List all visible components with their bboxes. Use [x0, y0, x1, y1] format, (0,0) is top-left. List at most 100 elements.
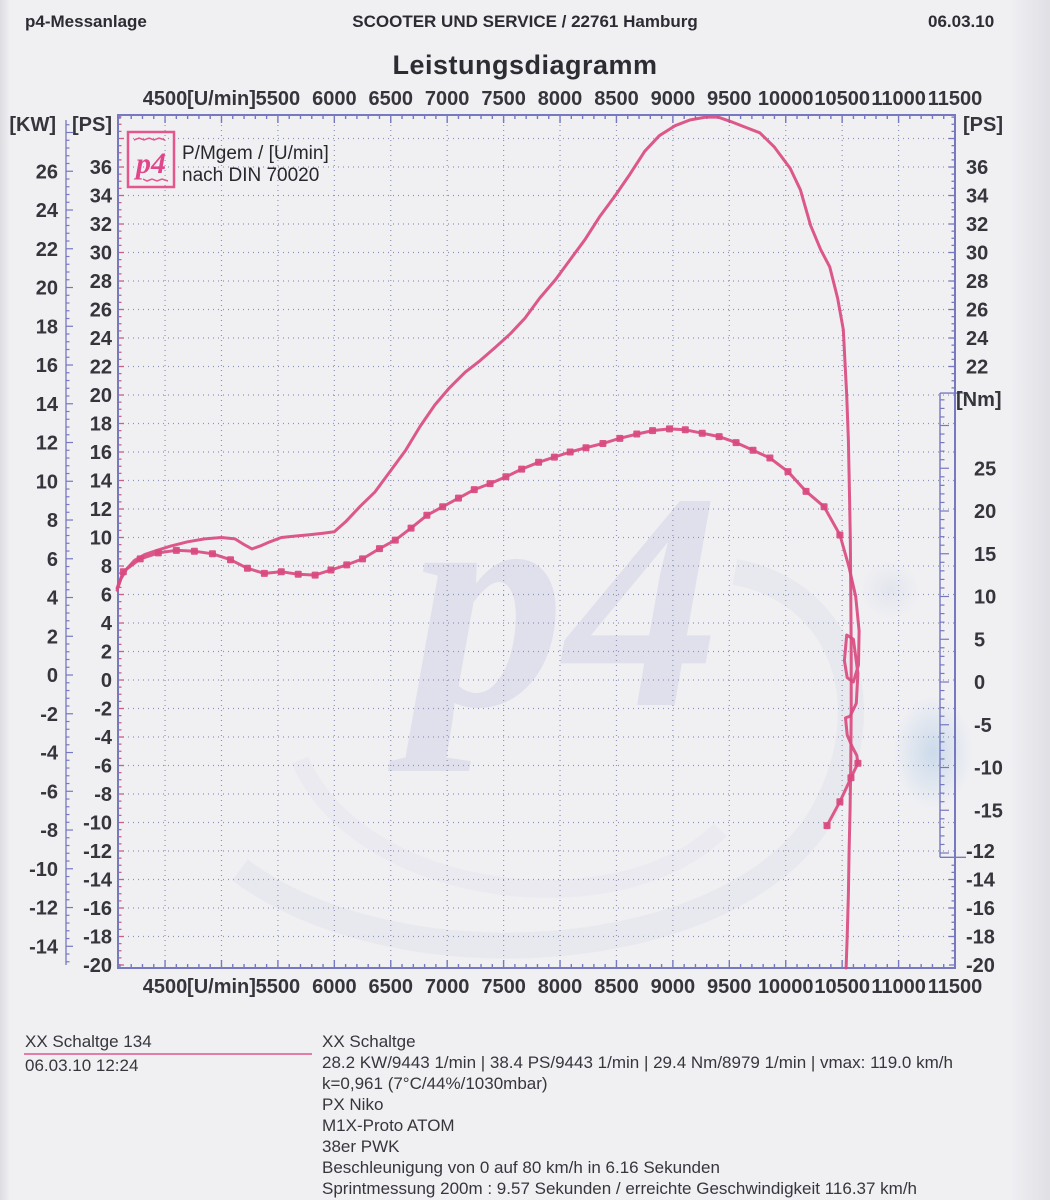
torque_nm-marker [766, 454, 774, 462]
nm-tick-label: 10 [974, 587, 996, 609]
kw-tick-label: 6 [47, 549, 58, 571]
ps-left-tick-label: -16 [83, 898, 112, 920]
legend-line-1: P/Mgem / [U/min] [182, 143, 329, 164]
x-tick-label-top: 7500 [481, 88, 526, 110]
x-tick-label-top: 8000 [538, 88, 583, 110]
ps-left-tick-label: 8 [101, 556, 112, 578]
kw-tick-label: 14 [36, 394, 59, 416]
ps-right-tick-label: -12 [966, 841, 995, 863]
kw-tick-label: 2 [47, 626, 58, 648]
nm-tick-label: 20 [974, 501, 996, 523]
torque_nm-marker [260, 569, 268, 577]
x-tick-label-top: [U/min] [187, 88, 256, 110]
torque_nm-marker [535, 458, 543, 466]
ps-right-tick-label: -18 [966, 927, 995, 949]
left-kw-unit: [KW] [9, 114, 56, 136]
torque_nm-marker [802, 487, 810, 495]
torque_nm-marker [119, 568, 127, 576]
scan-edge-right [1010, 0, 1050, 1200]
logo-squiggle-bottom [142, 178, 169, 182]
torque_nm-marker [582, 444, 590, 452]
x-tick-label-bottom: 4500 [143, 976, 188, 998]
ps-left-tick-label: 34 [90, 186, 113, 208]
torque_nm-marker [820, 503, 828, 511]
kw-tick-label: -10 [29, 859, 58, 881]
x-tick-label-top: 6000 [312, 88, 357, 110]
nm-tick-label: -10 [974, 758, 1003, 780]
torque_nm-marker [616, 434, 624, 442]
x-tick-label-bottom: 6500 [369, 976, 414, 998]
shop-name: SCOOTER UND SERVICE / 22761 Hamburg [352, 12, 698, 31]
ps-right-tick-label: 36 [966, 157, 988, 179]
result-acceleration: Beschleunigung von 0 auf 80 km/h in 6.16… [322, 1158, 720, 1177]
ps-left-tick-label: 20 [90, 385, 112, 407]
torque_nm-marker [599, 439, 607, 447]
torque_nm-marker [454, 494, 462, 502]
x-tick-label-bottom: 10000 [758, 976, 814, 998]
kw-tick-label: -4 [40, 743, 59, 765]
ps-left-tick-label: 2 [101, 642, 112, 664]
torque_nm-marker [698, 429, 706, 437]
ps-left-tick-label: 28 [90, 271, 112, 293]
ps-left-tick-label: 22 [90, 357, 112, 379]
ps-left-tick-label: -2 [94, 699, 112, 721]
torque_nm-marker [391, 536, 399, 544]
ps-left-tick-label: -20 [83, 955, 112, 977]
torque_nm-marker [243, 564, 251, 572]
kw-tick-label: -12 [29, 898, 58, 920]
p4-logo: p4 [133, 147, 166, 180]
torque_nm-marker [359, 555, 367, 563]
ps-left-tick-label: 14 [90, 471, 113, 493]
kw-tick-label: -2 [40, 704, 58, 726]
x-tick-label-top: 6500 [369, 88, 414, 110]
torque_nm-marker [277, 568, 285, 576]
measurement-curves [115, 115, 862, 970]
report-date: 06.03.10 [928, 12, 995, 31]
ps-left-tick-label: -10 [83, 813, 112, 835]
ps-left-tick-label: 4 [101, 613, 113, 635]
nm-tick-label: 15 [974, 544, 996, 566]
kw-tick-label: -6 [40, 781, 58, 803]
nm-tick-label: -5 [974, 715, 992, 737]
power_ps-curve [115, 115, 853, 970]
ps-right-tick-label: 30 [966, 243, 988, 265]
ps-right-tick-label: -20 [966, 955, 995, 977]
x-tick-label-top: 4500 [143, 88, 188, 110]
ps-left-tick-label: 0 [101, 670, 112, 692]
torque_runout_tail-marker [847, 774, 855, 782]
nm-tick-label: 5 [974, 629, 985, 651]
torque_nm-marker [327, 566, 335, 574]
kw-tick-label: -14 [29, 936, 59, 958]
page-title: Leistungsdiagramm [392, 50, 658, 80]
x-tick-label-top: 9000 [651, 88, 696, 110]
ps-left-tick-label: 12 [90, 499, 112, 521]
kw-tick-label: 4 [47, 588, 59, 610]
torque_runout_tail-marker [854, 759, 862, 767]
torque_nm-marker [681, 426, 689, 434]
kw-tick-label: 10 [36, 471, 58, 493]
x-tick-label-top: 8500 [594, 88, 639, 110]
x-tick-label-bottom: 7500 [481, 976, 526, 998]
ps-left-tick-label: 30 [90, 243, 112, 265]
left-ps-unit: [PS] [72, 114, 112, 136]
x-tick-label-bottom: 9000 [651, 976, 696, 998]
kw-tick-label: 8 [47, 510, 58, 532]
kw-tick-label: 24 [36, 200, 59, 222]
kw-tick-label: 26 [36, 161, 58, 183]
torque_nm-marker [154, 549, 162, 557]
x-tick-label-bottom: 11000 [871, 976, 926, 998]
kw-tick-label: 18 [36, 316, 58, 338]
torque_nm-marker [732, 439, 740, 447]
torque_nm-marker [502, 473, 510, 481]
torque_runout_tail-marker [836, 798, 844, 806]
ps-left-tick-label: 16 [90, 442, 112, 464]
ps-right-tick-label: 26 [966, 300, 988, 322]
ps-right-tick-label: -14 [966, 870, 996, 892]
torque_nm-marker [784, 468, 792, 476]
kw-tick-label: 0 [47, 665, 58, 687]
scan-edge-left [0, 0, 10, 1200]
torque_nm-marker [566, 448, 574, 456]
result-peaks: 28.2 KW/9443 1/min | 38.4 PS/9443 1/min … [322, 1053, 953, 1072]
